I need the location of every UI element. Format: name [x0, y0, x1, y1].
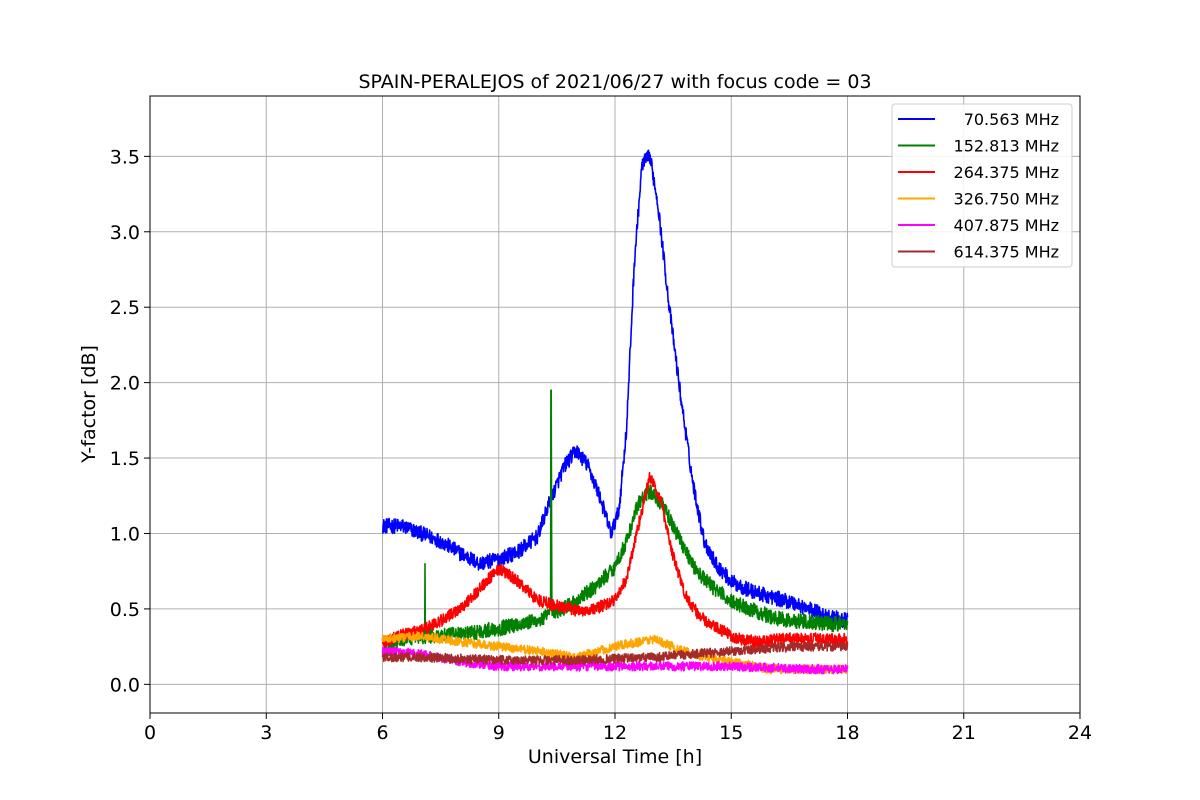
- series-line-5: [381, 641, 849, 666]
- y-tick-label: 2.0: [110, 373, 140, 395]
- x-axis-title: Universal Time [h]: [528, 746, 702, 768]
- series-line-2: [381, 471, 849, 649]
- x-tick-label: 6: [376, 722, 388, 744]
- x-tick-label: 12: [603, 722, 627, 744]
- x-tick-label: 15: [719, 722, 743, 744]
- y-tick-label: 0.5: [110, 599, 140, 621]
- y-tick-label: 0.0: [110, 674, 140, 696]
- y-tick-label: 1.0: [110, 523, 140, 545]
- series-line-0: [382, 149, 849, 629]
- y-tick-label: 3.0: [110, 222, 140, 244]
- chart-title: SPAIN-PERALEJOS of 2021/06/27 with focus…: [358, 71, 871, 93]
- legend-label: 70.563 MHz: [964, 110, 1059, 129]
- legend-label: 407.875 MHz: [954, 216, 1059, 235]
- series-layer: [381, 149, 849, 675]
- x-tick-label: 18: [835, 722, 859, 744]
- legend-label: 326.750 MHz: [954, 190, 1059, 209]
- legend-label: 264.375 MHz: [954, 163, 1059, 182]
- series-line-4: [381, 646, 849, 675]
- x-tick-label: 21: [952, 722, 976, 744]
- legend: 70.563 MHz 152.813 MHz 264.375 MHz 326.750 …: [891, 103, 1073, 268]
- tick-layer: 0 3 6 9 12 15 18 21 24 0.0 0.5 1.0 1.5 2.0 2.5 3.0 3.5: [110, 146, 1092, 744]
- y-tick-label: 1.5: [110, 448, 140, 470]
- y-tick-label: 3.5: [110, 146, 140, 168]
- legend-label: 152.813 MHz: [954, 137, 1059, 156]
- legend-label: 614.375 MHz: [954, 243, 1059, 262]
- x-tick-label: 3: [260, 722, 272, 744]
- series-line-1: [381, 389, 849, 658]
- x-tick-label: 24: [1068, 722, 1092, 744]
- x-tick-label: 9: [493, 722, 505, 744]
- legend-box: [891, 103, 1073, 268]
- x-tick-label: 0: [144, 722, 156, 744]
- y-axis-title: Y-factor [dB]: [78, 345, 100, 464]
- y-tick-label: 2.5: [110, 297, 140, 319]
